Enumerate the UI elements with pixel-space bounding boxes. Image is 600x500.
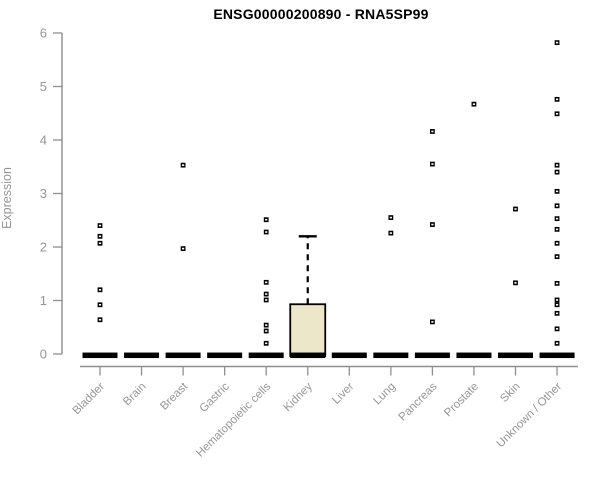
- outlier-point-center: [555, 255, 559, 258]
- outlier-point-center: [389, 216, 392, 219]
- outlier-point-center: [555, 41, 559, 44]
- x-tick-label: Hematopoietic cells: [194, 380, 273, 459]
- y-tick-label: 0: [40, 347, 47, 362]
- median-bar: [539, 352, 575, 359]
- outlier-point-center: [98, 318, 102, 321]
- x-tick-label: Bladder: [71, 381, 108, 418]
- outlier-point-center: [265, 330, 268, 332]
- median-bar: [165, 352, 201, 359]
- x-tick-label: Gastric: [198, 380, 232, 414]
- outlier-point-center: [555, 171, 559, 173]
- outlier-point-center: [555, 242, 559, 245]
- outlier-point-center: [265, 218, 268, 221]
- y-tick-label: 3: [40, 186, 47, 201]
- outlier-point-center: [555, 299, 559, 301]
- y-tick-label: 4: [40, 133, 47, 148]
- x-tick-label: Kidney: [282, 380, 316, 414]
- median-bar: [331, 352, 367, 359]
- x-tick-label: Breast: [158, 380, 191, 413]
- outlier-point-center: [265, 231, 268, 233]
- box: [289, 303, 327, 357]
- x-tick-label: Liver: [330, 381, 356, 407]
- x-tick-label: Skin: [498, 381, 522, 405]
- median-bar: [373, 352, 409, 359]
- outlier-point-center: [431, 163, 434, 165]
- x-tick-label: Brain: [121, 381, 148, 408]
- outlier-point-center: [182, 164, 185, 166]
- median-bar: [82, 352, 118, 359]
- outlier-point-center: [555, 303, 559, 306]
- median-bar: [414, 352, 450, 359]
- outlier-point-center: [98, 242, 102, 245]
- outlier-point-center: [389, 232, 392, 234]
- outlier-point-center: [555, 228, 559, 231]
- x-tick-label: Prostate: [442, 381, 481, 420]
- outlier-point-center: [431, 223, 434, 226]
- outlier-point-center: [265, 342, 268, 345]
- median-bar: [498, 352, 533, 359]
- median-bar: [124, 352, 160, 359]
- y-tick-label: 2: [40, 240, 47, 255]
- outlier-point-center: [555, 112, 559, 115]
- y-tick-label: 5: [40, 79, 47, 94]
- y-axis-title: Expression: [0, 167, 14, 229]
- outlier-point-center: [555, 282, 559, 285]
- y-tick-label: 6: [40, 26, 47, 41]
- y-tick-label: 1: [40, 293, 47, 308]
- outlier-point-center: [98, 289, 102, 291]
- outlier-point-center: [265, 293, 268, 295]
- outlier-point-center: [555, 98, 559, 101]
- outlier-point-center: [98, 235, 102, 238]
- outlier-point-center: [98, 303, 102, 306]
- median-bar: [290, 352, 326, 359]
- outlier-point-center: [514, 208, 517, 210]
- median-bar: [207, 352, 243, 359]
- outlier-point-center: [265, 324, 268, 326]
- outlier-point-center: [555, 328, 559, 330]
- outlier-point-center: [472, 103, 476, 105]
- outlier-point-center: [555, 190, 559, 193]
- outlier-point-center: [555, 205, 559, 207]
- chart-title: ENSG00000200890 - RNA5SP99: [213, 6, 429, 22]
- outlier-point-center: [555, 164, 559, 166]
- x-tick-label: Pancreas: [397, 380, 440, 423]
- x-tick-label: Lung: [371, 381, 398, 408]
- outlier-point-center: [265, 299, 268, 301]
- outlier-point-center: [431, 130, 434, 133]
- median-bar: [248, 352, 284, 359]
- median-bar: [456, 352, 492, 359]
- outlier-point-center: [265, 281, 268, 284]
- outlier-point-center: [514, 282, 517, 284]
- outlier-point-center: [182, 247, 185, 250]
- outlier-point-center: [555, 342, 559, 345]
- outlier-point-center: [98, 224, 102, 227]
- outlier-point-center: [555, 217, 559, 220]
- outlier-point-center: [431, 321, 434, 323]
- outlier-point-center: [555, 312, 559, 315]
